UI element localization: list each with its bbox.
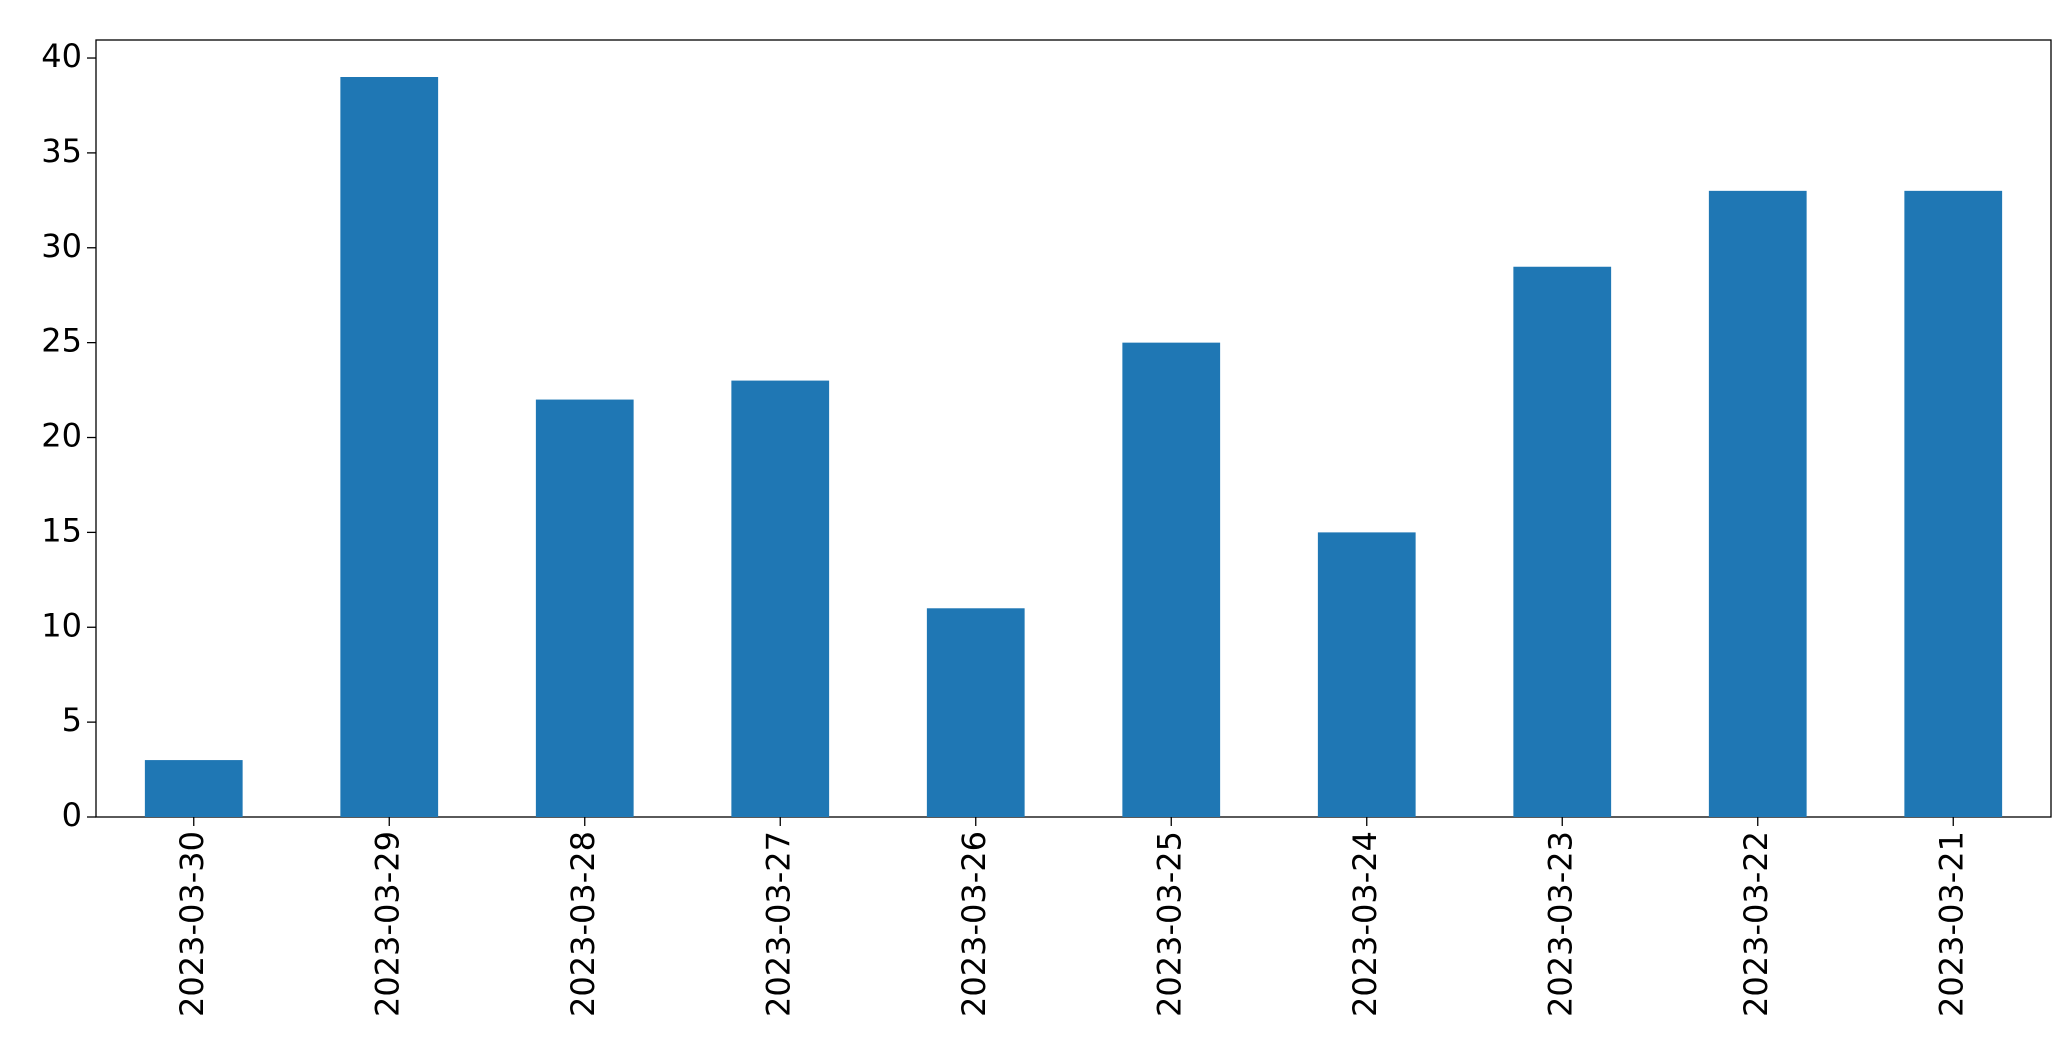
bar (1708, 190, 1807, 817)
bar (1513, 266, 1612, 817)
x-tick-label: 2023-03-23 (1541, 831, 1579, 1017)
y-tick-label: 10 (41, 606, 82, 644)
bar (144, 760, 243, 817)
x-tick-label: 2023-03-21 (1932, 831, 1970, 1017)
y-tick-label: 30 (41, 227, 82, 265)
x-tick-label: 2023-03-24 (1346, 831, 1384, 1017)
x-tick-label: 2023-03-28 (564, 831, 602, 1017)
y-tick-label: 25 (41, 322, 82, 360)
bar (1317, 532, 1416, 817)
x-tick-label: 2023-03-25 (1150, 831, 1188, 1017)
bar (535, 399, 634, 817)
y-tick-label: 40 (41, 37, 82, 75)
x-tick-label: 2023-03-27 (759, 831, 797, 1017)
axes-frame (95, 39, 2052, 818)
y-tick-label: 20 (41, 417, 82, 455)
y-tick-label: 0 (62, 796, 82, 834)
bar (1904, 190, 2003, 817)
y-tick-label: 5 (62, 701, 82, 739)
x-tick-label: 2023-03-26 (955, 831, 993, 1017)
bar (731, 380, 830, 817)
bar (926, 608, 1025, 817)
y-tick-label: 35 (41, 132, 82, 170)
bar (1122, 342, 1221, 817)
x-tick-label: 2023-03-30 (173, 831, 211, 1017)
x-tick-label: 2023-03-22 (1737, 831, 1775, 1017)
bar (340, 77, 439, 817)
y-tick-label: 15 (41, 511, 82, 549)
x-tick-label: 2023-03-29 (368, 831, 406, 1017)
